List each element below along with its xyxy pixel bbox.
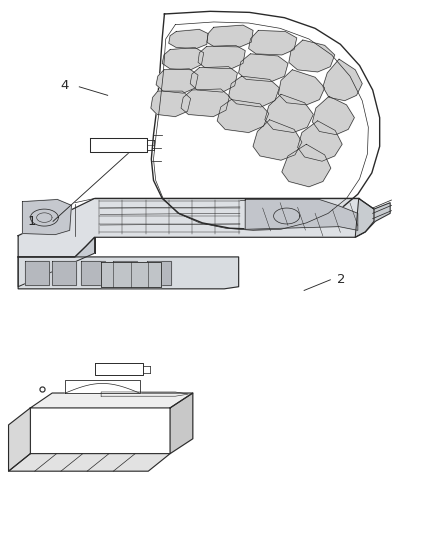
Text: 2: 2 [337, 273, 346, 286]
Polygon shape [239, 54, 288, 82]
Polygon shape [151, 11, 380, 229]
Polygon shape [217, 100, 269, 133]
Polygon shape [245, 199, 358, 230]
Polygon shape [279, 70, 325, 105]
Polygon shape [9, 454, 170, 471]
Polygon shape [312, 96, 354, 135]
Polygon shape [297, 121, 342, 161]
Polygon shape [151, 91, 191, 117]
Polygon shape [169, 29, 208, 49]
Polygon shape [156, 69, 198, 93]
Polygon shape [65, 380, 140, 393]
Polygon shape [22, 199, 71, 235]
Polygon shape [249, 30, 297, 55]
Polygon shape [198, 45, 245, 69]
Polygon shape [30, 393, 193, 408]
Polygon shape [18, 198, 374, 257]
Polygon shape [355, 198, 390, 237]
Polygon shape [170, 393, 193, 454]
Polygon shape [25, 261, 49, 285]
Polygon shape [190, 67, 237, 92]
Polygon shape [289, 40, 335, 72]
Polygon shape [81, 261, 106, 285]
Polygon shape [282, 144, 331, 187]
Polygon shape [90, 138, 147, 152]
Polygon shape [18, 237, 95, 287]
Polygon shape [95, 364, 143, 375]
Text: 1: 1 [27, 215, 35, 228]
Polygon shape [18, 257, 239, 289]
Polygon shape [113, 261, 138, 285]
Text: 4: 4 [60, 79, 68, 92]
Polygon shape [181, 89, 230, 117]
Polygon shape [207, 25, 253, 47]
Polygon shape [265, 94, 313, 133]
Polygon shape [162, 47, 204, 70]
Polygon shape [229, 76, 279, 107]
Polygon shape [253, 120, 302, 160]
Polygon shape [52, 261, 76, 285]
Polygon shape [147, 261, 171, 285]
Polygon shape [9, 408, 30, 471]
Polygon shape [101, 262, 161, 287]
Polygon shape [323, 59, 362, 101]
